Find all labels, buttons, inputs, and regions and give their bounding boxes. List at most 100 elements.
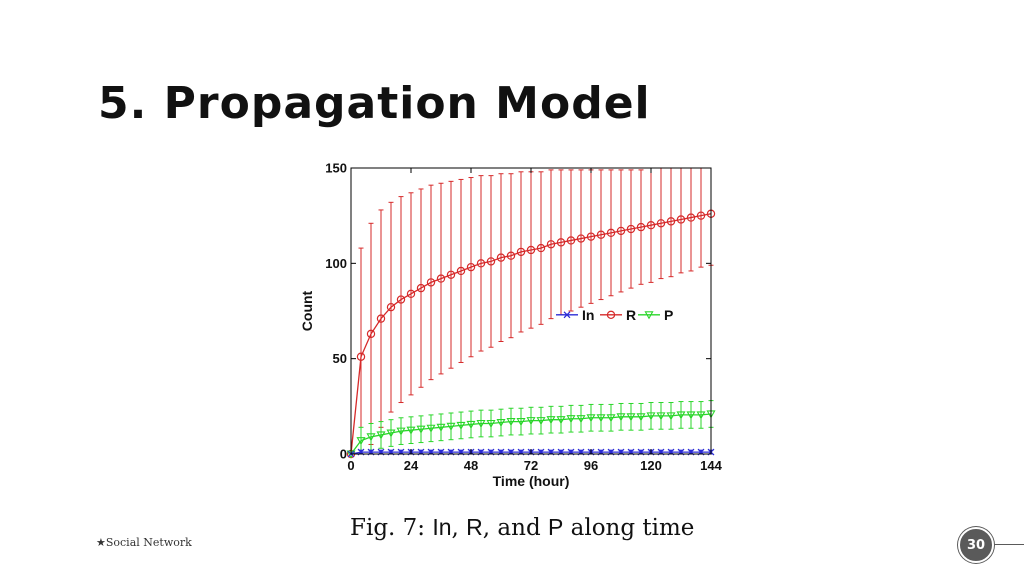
r-data-point: [456, 266, 466, 276]
p-data-point: [476, 419, 486, 429]
r-data-point: [556, 238, 566, 247]
footer-text: ★Social Network: [96, 536, 192, 549]
r-data-point: [626, 224, 636, 234]
x-tick-label: 24: [404, 458, 419, 473]
p-data-point: [656, 412, 666, 421]
r-data-point: [676, 215, 686, 224]
r-data-point: [416, 283, 426, 293]
p-data-point: [646, 412, 656, 421]
caption-in: In: [432, 514, 452, 540]
propagation-chart: 0 24 48 72 96 120 144 0 50 100 150 Time (hour) Count…: [299, 161, 723, 490]
caption-suffix: along time: [563, 515, 695, 541]
p-data-point: [676, 411, 686, 420]
r-series-line: [350, 213, 712, 455]
legend-in-label: In: [582, 307, 594, 323]
caption-mid: , and: [482, 515, 548, 541]
p-data-point: [386, 429, 396, 438]
r-data-point: [446, 270, 456, 279]
p-data-point: [576, 415, 586, 424]
x-tick-label: 144: [700, 458, 722, 473]
figure-caption: Fig. 7: In, R, and P along time: [350, 514, 694, 541]
p-data-point: [396, 427, 406, 436]
r-data-point: [406, 289, 416, 299]
x-tick-label: 96: [584, 458, 598, 473]
p-data-point: [586, 414, 596, 423]
p-data-point: [596, 414, 606, 423]
p-data-point: [486, 419, 496, 429]
slide-number-badge: 30: [958, 527, 994, 563]
p-data-point: [696, 411, 706, 420]
p-data-point: [616, 413, 626, 422]
r-data-point: [486, 257, 496, 266]
r-data-point: [586, 232, 596, 241]
r-data-point: [506, 251, 516, 260]
caption-sep: ,: [451, 515, 467, 541]
p-data-point: [626, 413, 636, 422]
p-data-point: [406, 426, 416, 435]
r-data-point: [656, 219, 666, 228]
p-data-point: [636, 413, 646, 422]
slide-title: 5. Propagation Model: [98, 78, 651, 129]
r-data-point: [596, 230, 606, 239]
legend-p-marker: [644, 311, 654, 320]
y-tick-label: 50: [333, 351, 347, 366]
p-data-point: [436, 423, 446, 432]
caption-r: R: [466, 514, 483, 540]
x-tick-label: 72: [524, 458, 538, 473]
r-data-point: [526, 245, 536, 255]
slide-number-line: [992, 544, 1024, 545]
x-tick-label: 120: [640, 458, 662, 473]
r-data-point: [436, 274, 446, 283]
r-data-point: [576, 234, 586, 243]
p-data-point: [516, 418, 526, 427]
r-data-point: [566, 236, 576, 245]
r-data-point: [606, 228, 616, 238]
r-data-point: [386, 302, 396, 312]
r-data-point: [636, 222, 646, 232]
chart-container: 0 24 48 72 96 120 144 0 50 100 150 Time (hour) Count…: [296, 156, 736, 496]
y-tick-label: 150: [325, 161, 347, 176]
p-data-point: [416, 425, 426, 434]
r-data-point: [366, 329, 376, 339]
legend-p-label: P: [664, 307, 673, 323]
legend-in-marker: [563, 311, 571, 319]
p-data-point: [506, 418, 516, 427]
p-data-point: [666, 412, 676, 421]
r-data-point: [466, 262, 476, 272]
p-data-point: [456, 421, 466, 430]
p-series-line: [350, 413, 712, 455]
r-data-point: [426, 278, 436, 287]
p-data-point: [366, 433, 376, 442]
legend-r-label: R: [626, 307, 636, 323]
r-data-point: [686, 213, 696, 222]
legend-r-marker: [606, 310, 616, 320]
x-tick-label: 48: [464, 458, 478, 473]
r-data-point: [476, 259, 486, 268]
caption-prefix: Fig. 7:: [350, 515, 433, 541]
p-data-point: [606, 414, 616, 423]
p-data-point: [376, 431, 386, 440]
r-data-point: [376, 314, 386, 323]
caption-p: P: [547, 514, 564, 540]
p-data-point: [446, 422, 456, 431]
p-data-point: [686, 411, 696, 420]
p-data-point: [566, 415, 576, 424]
x-tick-label: 0: [347, 458, 354, 473]
y-axis-label: Count: [299, 290, 315, 331]
r-data-point: [666, 217, 676, 226]
p-data-point: [466, 420, 476, 429]
r-data-point: [646, 220, 656, 230]
p-data-point: [526, 417, 536, 426]
p-data-point: [546, 416, 556, 425]
r-data-point: [516, 247, 526, 257]
p-data-point: [536, 417, 546, 426]
r-data-point: [356, 352, 366, 361]
p-data-point: [356, 437, 366, 446]
r-data-point: [546, 240, 556, 249]
p-data-point: [426, 424, 436, 433]
r-data-point: [616, 226, 626, 236]
y-tick-label: 0: [340, 447, 347, 462]
r-data-point: [696, 211, 706, 220]
y-tick-label: 100: [325, 256, 347, 271]
r-data-point: [536, 243, 546, 253]
